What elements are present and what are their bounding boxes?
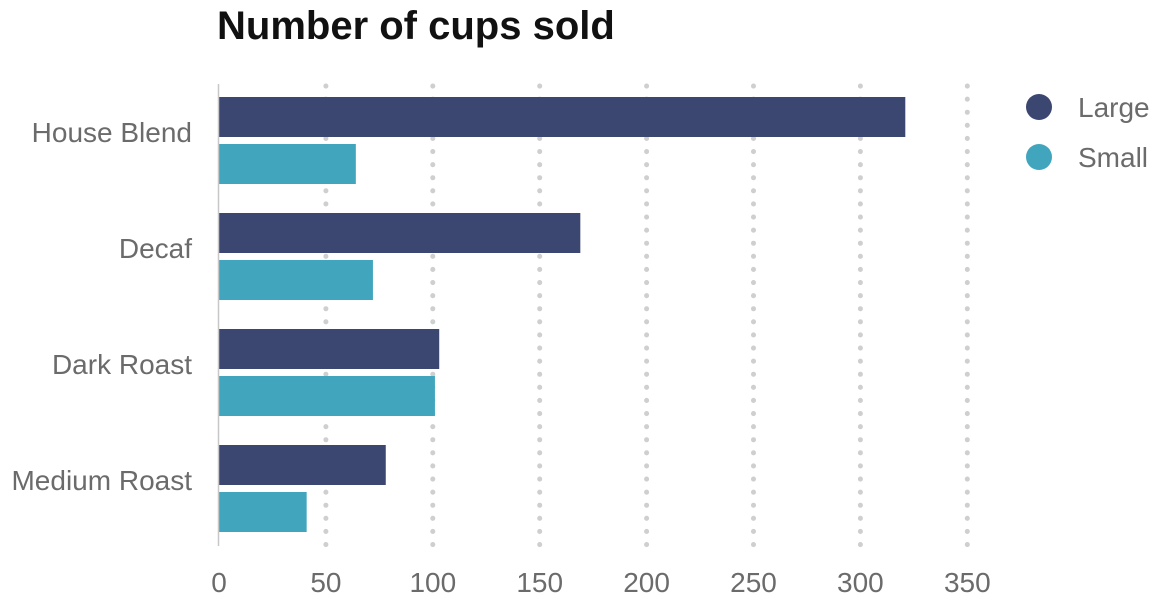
bar-large-medium-roast (219, 445, 386, 485)
x-tick-label: 200 (623, 567, 670, 598)
x-tick-label: 100 (409, 567, 456, 598)
bar-large-decaf (219, 213, 581, 253)
x-tick-label: 250 (730, 567, 777, 598)
category-label: House Blend (32, 117, 192, 148)
chart-title: Number of cups sold (217, 4, 615, 48)
bars (219, 97, 906, 532)
gridlines (323, 83, 970, 549)
bar-small-decaf (219, 260, 373, 300)
x-tick-label: 50 (310, 567, 341, 598)
legend-marker-large (1026, 94, 1052, 120)
bar-small-medium-roast (219, 492, 307, 532)
bar-small-dark-roast (219, 376, 435, 416)
axes: House Blend Decaf Dark Roast Medium Roast 0 5… (11, 84, 991, 598)
legend-marker-small (1026, 144, 1052, 170)
x-tick-label: 300 (837, 567, 884, 598)
x-tick-label: 150 (516, 567, 563, 598)
category-label: Medium Roast (11, 465, 192, 496)
legend-label-small: Small (1078, 142, 1148, 173)
category-label: Decaf (119, 233, 192, 264)
x-tick-label: 350 (944, 567, 991, 598)
bar-small-house-blend (219, 144, 356, 184)
legend-label-large: Large (1078, 92, 1150, 123)
bar-large-house-blend (219, 97, 906, 137)
x-tick-label: 0 (211, 567, 227, 598)
legend: Large Small (1026, 92, 1150, 173)
bar-large-dark-roast (219, 329, 440, 369)
category-label: Dark Roast (52, 349, 192, 380)
